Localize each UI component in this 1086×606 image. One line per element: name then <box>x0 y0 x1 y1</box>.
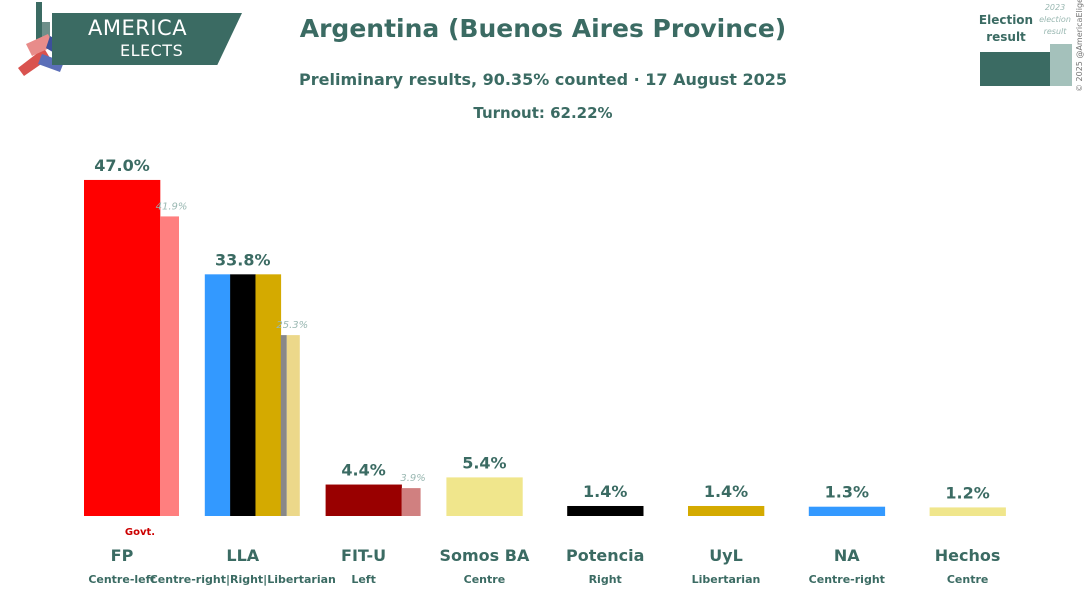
legend: Election result 2023 election result <box>978 0 1074 90</box>
value-label-na: 1.3% <box>825 483 869 502</box>
value-label-fit-u: 4.4% <box>341 461 385 480</box>
category-label-lla: LLA <box>226 546 259 565</box>
category-ideology-fit-u: Left <box>351 573 376 586</box>
previous-value-label-fp: 41.9% <box>156 201 188 212</box>
category-ideology-somos-ba: Centre <box>464 573 506 586</box>
category-ideology-fp: Centre-left <box>88 573 155 586</box>
logo-text-elects: ELECTS <box>120 41 184 60</box>
chart-title: Argentina (Buenos Aires Province) <box>299 14 787 43</box>
bar-hechos <box>929 507 1006 516</box>
bar-previous-lla-segment-1 <box>280 335 287 516</box>
bar-na <box>808 506 886 516</box>
bar-previous-lla-segment-2 <box>286 335 300 516</box>
category-label-na: NA <box>834 546 860 565</box>
value-label-potencia: 1.4% <box>583 482 627 501</box>
category-label-hechos: Hechos <box>935 546 1001 565</box>
bar-previous-fit-u <box>401 488 421 516</box>
category-ideology-hechos: Centre <box>947 573 989 586</box>
previous-value-label-lla: 25.3% <box>276 320 308 331</box>
category-ideology-na: Centre-right <box>809 573 885 586</box>
logo-text-america: AMERICA <box>88 16 188 40</box>
bar-lla-segment-2 <box>230 274 256 516</box>
value-label-hechos: 1.2% <box>945 483 989 502</box>
logo-banner <box>52 13 242 65</box>
category-label-uyl: UyL <box>709 546 743 565</box>
value-label-uyl: 1.4% <box>704 482 748 501</box>
bar-lla-segment-3 <box>255 274 282 516</box>
legend-label-previous: 2023 election result <box>1039 3 1071 36</box>
bar-potencia <box>567 505 644 516</box>
chart-subtitle: Preliminary results, 90.35% counted · 17… <box>299 70 787 89</box>
legend-swatch-previous <box>1050 44 1072 86</box>
bar-fp <box>84 179 161 516</box>
category-ideology-uyl: Libertarian <box>692 573 761 586</box>
category-ideology-lla: Centre-right|Right|Libertarian <box>150 573 336 586</box>
govt-annotation: Govt. <box>125 527 155 538</box>
value-label-somos-ba: 5.4% <box>462 453 506 472</box>
previous-value-label-fit-u: 3.9% <box>400 473 425 484</box>
category-label-fit-u: FIT-U <box>341 546 386 565</box>
value-label-fp: 47.0% <box>94 156 150 175</box>
turnout-label: Turnout: 62.22% <box>473 104 613 122</box>
bar-lla-segment-1 <box>204 274 231 516</box>
bar-uyl <box>688 505 765 516</box>
category-label-potencia: Potencia <box>566 546 644 565</box>
bar-fit-u <box>325 484 402 516</box>
legend-swatch-current <box>980 52 1050 86</box>
category-label-fp: FP <box>111 546 134 565</box>
category-ideology-potencia: Right <box>589 573 622 586</box>
legend-label-current: Election result <box>978 13 1034 44</box>
bar-somos-ba <box>446 477 523 516</box>
america-elects-logo: AMERICA ELECTS <box>14 2 244 76</box>
value-label-lla: 33.8% <box>215 250 271 269</box>
category-label-somos-ba: Somos BA <box>439 546 529 565</box>
bar-previous-fp <box>160 216 179 517</box>
